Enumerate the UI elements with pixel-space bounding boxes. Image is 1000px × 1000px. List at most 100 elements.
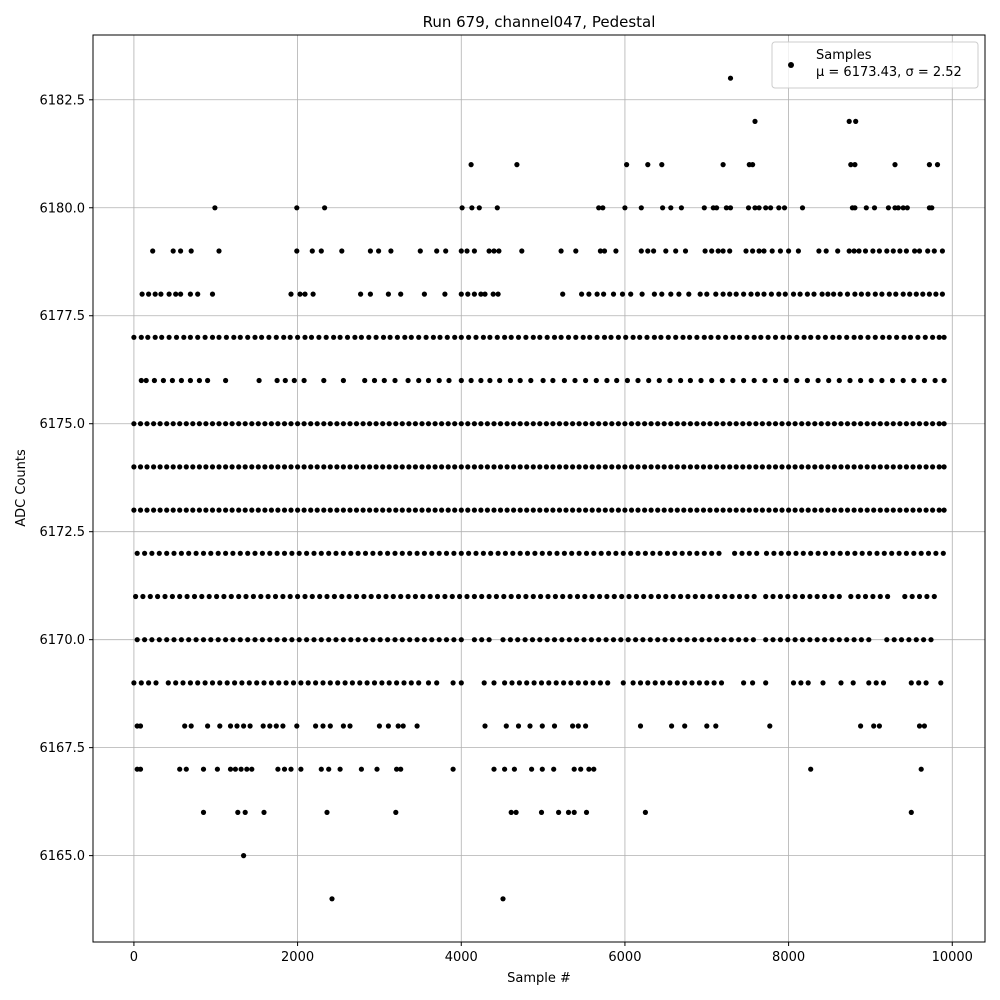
data-point <box>933 550 939 556</box>
data-point <box>727 75 734 81</box>
data-point <box>930 464 936 470</box>
data-point <box>903 464 910 470</box>
data-point <box>144 421 150 427</box>
data-point <box>228 593 234 600</box>
data-point <box>250 593 256 600</box>
data-point <box>838 421 844 427</box>
data-point <box>227 766 234 772</box>
data-point <box>780 334 786 340</box>
data-point <box>602 464 608 470</box>
data-point <box>361 593 367 600</box>
data-point <box>151 464 157 470</box>
data-point <box>808 766 814 772</box>
data-point <box>153 680 159 686</box>
data-point <box>275 421 281 427</box>
data-point <box>398 766 404 772</box>
data-point <box>223 507 229 513</box>
data-point <box>146 291 152 297</box>
data-point <box>795 248 802 254</box>
data-point <box>510 421 517 427</box>
data-point <box>193 550 199 556</box>
data-point <box>570 421 576 427</box>
data-point <box>301 377 307 384</box>
data-point <box>589 464 595 470</box>
data-point <box>183 507 189 513</box>
data-point <box>149 637 155 643</box>
data-point <box>868 377 874 384</box>
data-point <box>720 248 726 254</box>
data-point <box>558 248 564 254</box>
data-point <box>669 637 676 643</box>
data-point <box>183 766 189 772</box>
data-point <box>281 421 288 427</box>
data-point <box>230 550 236 556</box>
data-point <box>563 464 569 470</box>
data-point <box>221 593 227 600</box>
data-point <box>364 680 370 686</box>
data-point <box>406 421 412 427</box>
data-point <box>252 637 258 643</box>
data-point <box>713 723 719 729</box>
data-point <box>471 593 477 600</box>
data-point <box>707 421 713 427</box>
data-point <box>487 334 493 340</box>
data-point <box>478 421 484 427</box>
data-point <box>232 680 238 686</box>
data-point <box>530 334 536 340</box>
data-point <box>376 593 382 600</box>
data-point <box>545 593 551 600</box>
data-point <box>830 334 836 340</box>
data-point <box>786 421 792 427</box>
data-point <box>886 291 892 297</box>
y-tick-label: 6177.5 <box>40 309 86 324</box>
data-point <box>425 377 432 384</box>
data-point <box>327 723 333 729</box>
data-point <box>294 723 300 729</box>
data-point <box>234 723 240 729</box>
data-point <box>746 421 752 427</box>
data-point <box>421 291 427 297</box>
data-point <box>445 421 451 427</box>
x-axis-ticks: 0 2000 4000 6000 8000 10000 <box>130 942 973 965</box>
data-point <box>152 291 158 297</box>
data-point <box>799 507 805 513</box>
data-point <box>700 464 707 470</box>
data-point <box>405 377 411 384</box>
data-point <box>591 766 597 772</box>
data-point <box>638 248 644 254</box>
data-point <box>596 421 602 427</box>
data-point <box>523 593 529 600</box>
data-point <box>805 464 811 470</box>
data-point <box>466 550 472 556</box>
data-point <box>151 421 157 427</box>
data-point <box>180 680 186 686</box>
data-point <box>247 723 253 729</box>
data-point <box>412 464 418 470</box>
data-point <box>576 421 582 427</box>
data-point <box>720 421 726 427</box>
data-point <box>678 593 684 600</box>
data-point <box>169 377 175 384</box>
data-point <box>574 593 581 600</box>
data-point <box>273 723 279 729</box>
data-point <box>884 248 890 254</box>
data-point <box>708 334 714 340</box>
data-point <box>624 377 631 384</box>
data-point <box>267 550 273 556</box>
data-point <box>687 550 693 556</box>
data-point <box>694 550 700 556</box>
data-point <box>287 334 293 340</box>
data-point <box>851 637 857 643</box>
data-point <box>570 464 576 470</box>
data-point <box>858 637 865 643</box>
data-point <box>528 377 534 384</box>
data-point <box>537 464 543 470</box>
data-point <box>645 680 651 686</box>
data-point <box>308 334 315 340</box>
data-point <box>177 464 183 470</box>
data-point <box>478 507 484 513</box>
data-point <box>484 421 490 427</box>
data-point <box>524 421 530 427</box>
data-point <box>656 377 662 384</box>
data-point <box>408 680 414 686</box>
